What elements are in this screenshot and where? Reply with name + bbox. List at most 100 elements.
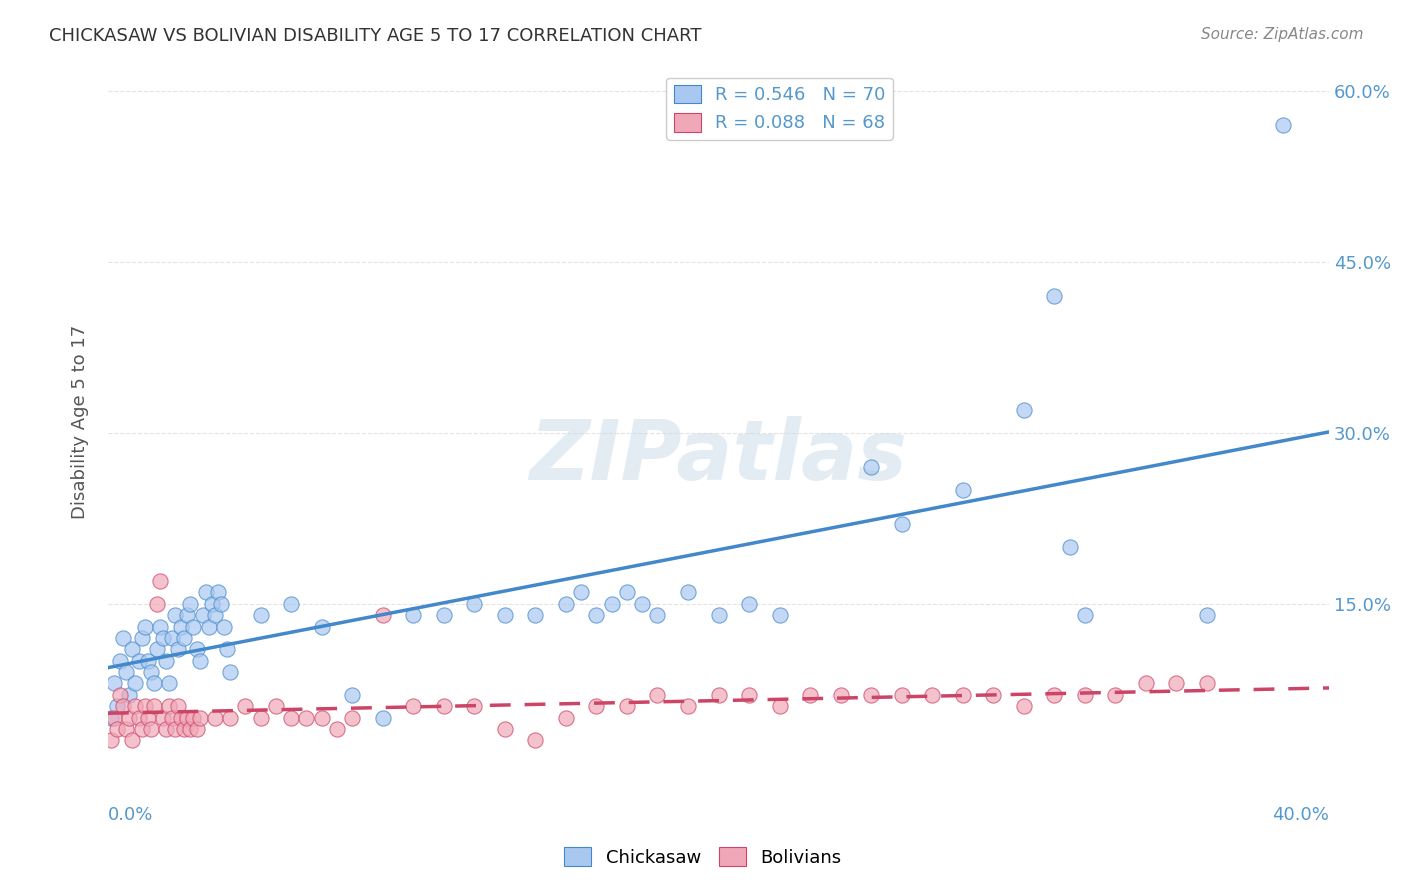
Point [433, 608, 456, 623]
Point [524, 733, 547, 747]
Point [524, 608, 547, 623]
Point [952, 688, 974, 702]
Point [124, 676, 146, 690]
Point [108, 654, 131, 668]
Point [249, 711, 271, 725]
Point [149, 574, 172, 588]
Point [1195, 676, 1218, 690]
Point [799, 688, 821, 702]
Text: CHICKASAW VS BOLIVIAN DISABILITY AGE 5 TO 17 CORRELATION CHART: CHICKASAW VS BOLIVIAN DISABILITY AGE 5 T… [49, 27, 702, 45]
Point [1272, 119, 1295, 133]
Point [340, 711, 363, 725]
Point [600, 597, 623, 611]
Point [616, 585, 638, 599]
Point [235, 699, 257, 714]
Point [707, 688, 730, 702]
Point [188, 711, 211, 725]
Point [124, 699, 146, 714]
Point [160, 711, 183, 725]
Point [1043, 289, 1066, 303]
Point [134, 619, 156, 633]
Point [1074, 688, 1097, 702]
Point [371, 608, 394, 623]
Point [155, 654, 177, 668]
Point [554, 597, 576, 611]
Point [585, 608, 607, 623]
Point [131, 722, 153, 736]
Point [981, 688, 1004, 702]
Point [371, 711, 394, 725]
Point [340, 688, 363, 702]
Point [311, 711, 333, 725]
Point [165, 722, 187, 736]
Point [647, 608, 669, 623]
Point [433, 699, 456, 714]
Point [100, 733, 122, 747]
Point [209, 597, 232, 611]
Point [311, 619, 333, 633]
Point [173, 631, 195, 645]
Point [149, 619, 172, 633]
Point [105, 722, 128, 736]
Point [890, 688, 912, 702]
Point [585, 699, 607, 714]
Point [890, 516, 912, 531]
Point [1043, 688, 1066, 702]
Point [139, 665, 162, 679]
Point [197, 619, 219, 633]
Point [631, 597, 654, 611]
Point [131, 631, 153, 645]
Point [121, 733, 143, 747]
Point [165, 608, 187, 623]
Point [212, 619, 235, 633]
Point [204, 711, 226, 725]
Point [134, 699, 156, 714]
Point [264, 699, 287, 714]
Point [103, 711, 125, 725]
Point [1195, 608, 1218, 623]
Point [118, 711, 141, 725]
Point [142, 676, 165, 690]
Point [157, 699, 180, 714]
Point [170, 711, 193, 725]
Point [219, 665, 242, 679]
Point [402, 699, 425, 714]
Point [183, 619, 205, 633]
Point [219, 711, 242, 725]
Point [1012, 403, 1035, 417]
Point [152, 711, 174, 725]
Text: 0.0%: 0.0% [108, 806, 153, 824]
Point [160, 631, 183, 645]
Point [1059, 540, 1081, 554]
Point [494, 608, 516, 623]
Point [100, 711, 122, 725]
Point [676, 585, 699, 599]
Point [494, 722, 516, 736]
Point [738, 688, 761, 702]
Point [136, 711, 159, 725]
Y-axis label: Disability Age 5 to 17: Disability Age 5 to 17 [72, 325, 89, 518]
Point [176, 711, 198, 725]
Point [280, 597, 302, 611]
Legend: Chickasaw, Bolivians: Chickasaw, Bolivians [557, 840, 849, 874]
Point [215, 642, 238, 657]
Point [738, 597, 761, 611]
Point [139, 722, 162, 736]
Point [1012, 699, 1035, 714]
Point [676, 699, 699, 714]
Point [128, 654, 150, 668]
Point [249, 608, 271, 623]
Point [170, 619, 193, 633]
Point [128, 711, 150, 725]
Point [167, 642, 190, 657]
Point [554, 711, 576, 725]
Point [146, 597, 169, 611]
Point [326, 722, 349, 736]
Point [103, 676, 125, 690]
Point [201, 597, 224, 611]
Point [280, 711, 302, 725]
Point [1166, 676, 1188, 690]
Point [569, 585, 592, 599]
Point [152, 631, 174, 645]
Point [118, 688, 141, 702]
